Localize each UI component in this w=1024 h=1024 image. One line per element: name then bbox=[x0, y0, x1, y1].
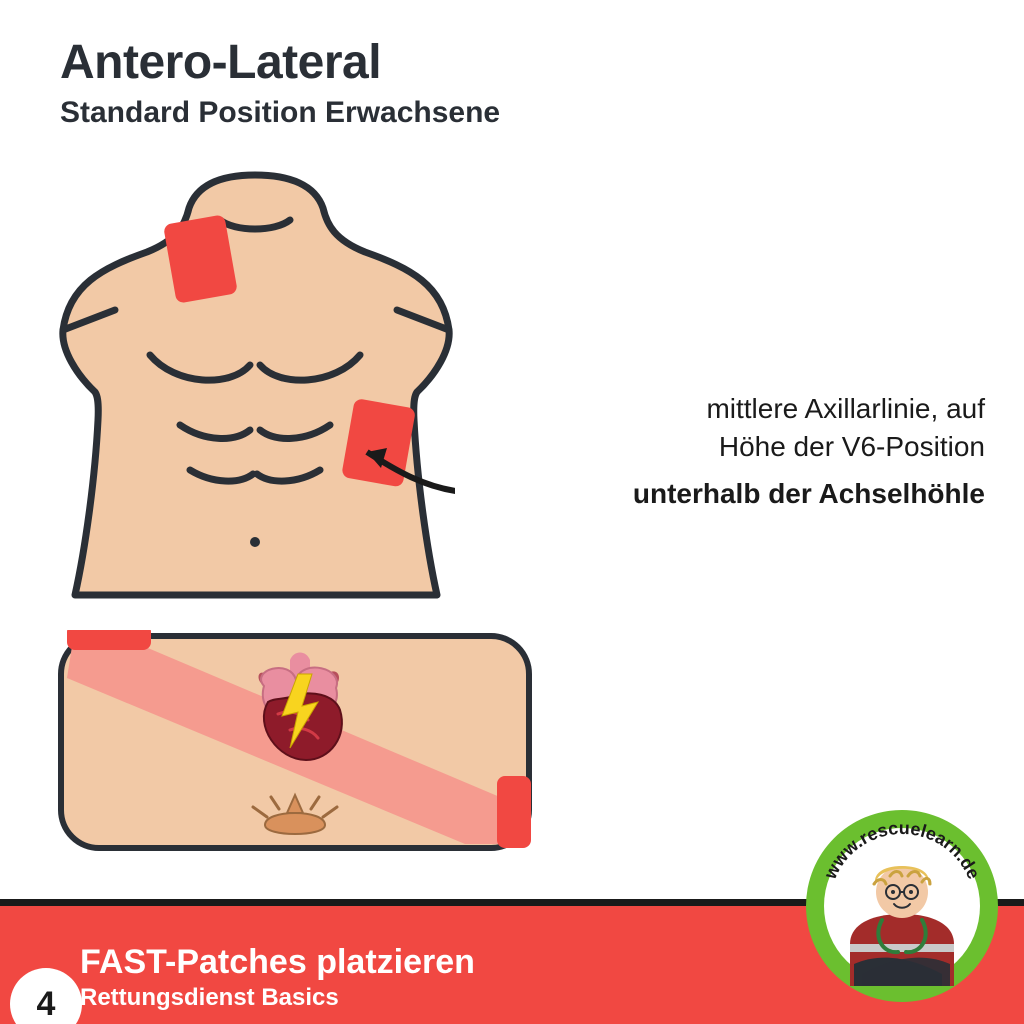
cross-patch-top-left bbox=[67, 630, 151, 650]
cross-patch-right bbox=[497, 776, 531, 848]
page-subtitle: Standard Position Erwachsene bbox=[60, 96, 500, 130]
torso-diagram bbox=[55, 170, 455, 610]
footer-title: FAST-Patches platzieren bbox=[80, 943, 475, 982]
footer-subtitle: Rettungsdienst Basics bbox=[80, 984, 475, 1012]
cross-section-diagram bbox=[55, 630, 535, 860]
page-number: 4 bbox=[37, 985, 56, 1024]
annotation-block: mittlere Axillarlinie, auf Höhe der V6-P… bbox=[515, 390, 985, 510]
annotation-line-1: mittlere Axillarlinie, auf bbox=[515, 390, 985, 428]
brand-logo: www.rescuelearn.de bbox=[802, 806, 1002, 1006]
annotation-line-2: Höhe der V6-Position bbox=[515, 428, 985, 466]
torso-body bbox=[63, 175, 449, 595]
header: Antero-Lateral Standard Position Erwachs… bbox=[60, 35, 500, 130]
page-title: Antero-Lateral bbox=[60, 35, 500, 90]
footer-text: FAST-Patches platzieren Rettungsdienst B… bbox=[80, 943, 475, 1012]
annotation-bold: unterhalb der Achselhöhle bbox=[515, 478, 985, 510]
navel-dot bbox=[250, 537, 260, 547]
